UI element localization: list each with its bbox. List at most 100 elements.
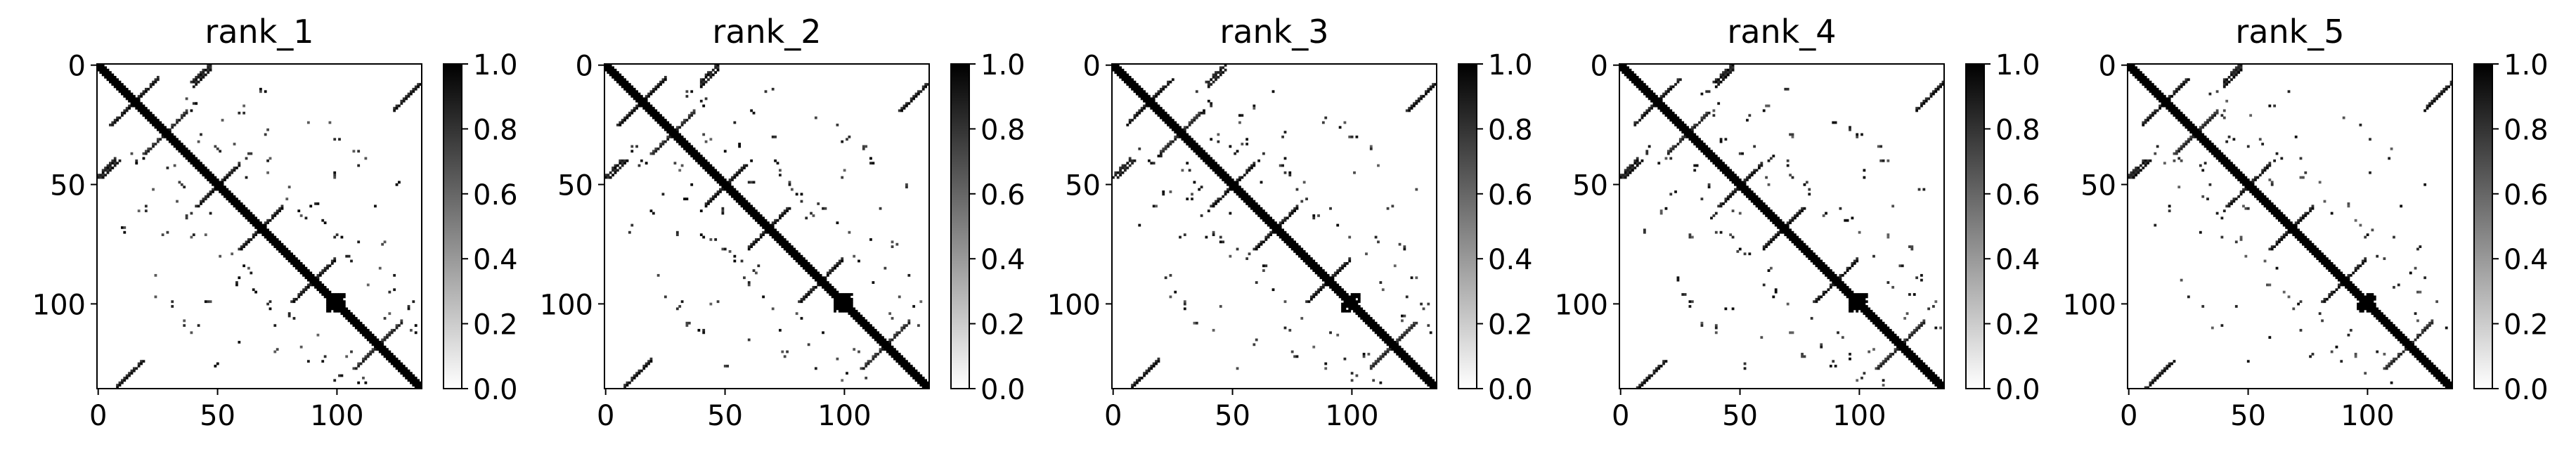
- heatmap-cell: [814, 276, 817, 280]
- heatmap-cell: [2206, 140, 2209, 143]
- heatmap-cell: [1901, 348, 1904, 351]
- heatmap-cell: [1939, 386, 1943, 389]
- heatmap-cell: [1666, 87, 1670, 91]
- heatmap-cell: [190, 109, 193, 112]
- heatmap-cell: [314, 283, 317, 287]
- heatmap-cell: [647, 111, 650, 115]
- heatmap-cell: [1403, 333, 1406, 337]
- heatmap-cell: [1700, 324, 1704, 327]
- heatmap-cell: [125, 109, 129, 112]
- heatmap-cell: [209, 174, 212, 177]
- heatmap-cell: [614, 169, 617, 172]
- heatmap-cell: [149, 111, 153, 115]
- heatmap-cell: [309, 271, 313, 275]
- heatmap-cell: [1360, 312, 1364, 316]
- heatmap-cell: [1169, 116, 1172, 119]
- heatmap-cell: [338, 295, 341, 299]
- heatmap-cell: [1724, 164, 1728, 167]
- heatmap-cell: [1714, 162, 1718, 165]
- heatmap-cell: [116, 80, 119, 84]
- heatmap-cell: [354, 324, 358, 327]
- heatmap-cell: [207, 193, 210, 196]
- heatmap-cell: [1770, 238, 1773, 241]
- heatmap-cell: [106, 73, 110, 77]
- heatmap-cell: [1262, 219, 1265, 222]
- heatmap-cell: [893, 348, 896, 351]
- heatmap-cell: [1856, 305, 1859, 308]
- heatmap-cell: [1425, 379, 1428, 382]
- heatmap-cell: [144, 152, 148, 155]
- heatmap-cell: [1369, 365, 1373, 368]
- heatmap-cell: [1803, 245, 1806, 248]
- heatmap-cell: [1191, 138, 1193, 141]
- heatmap-cell: [1331, 285, 1335, 289]
- heatmap-cell: [1219, 235, 1222, 239]
- heatmap-cell: [1343, 305, 1347, 308]
- heatmap-cell: [841, 297, 844, 301]
- heatmap-cell: [1162, 193, 1165, 196]
- heatmap-cell: [1355, 305, 1359, 308]
- heatmap-cell: [778, 235, 782, 239]
- heatmap-cell: [1169, 121, 1172, 124]
- axes-frame: [96, 63, 422, 389]
- heatmap-cell: [135, 159, 138, 162]
- heatmap-cell: [1798, 212, 1801, 215]
- heatmap-cell: [2239, 68, 2243, 72]
- heatmap-cell: [1145, 369, 1148, 372]
- heatmap-cell: [2220, 114, 2224, 117]
- heatmap-cell: [1636, 83, 1639, 86]
- heatmap-cell: [910, 97, 913, 100]
- heatmap-cell: [1171, 78, 1174, 82]
- heatmap-cell: [1822, 290, 1825, 294]
- heatmap-cell: [759, 221, 763, 225]
- heatmap-cell: [869, 360, 872, 363]
- heatmap-cell: [1851, 216, 1854, 220]
- heatmap-cell: [290, 261, 293, 265]
- heatmap-cell: [1210, 204, 1213, 208]
- heatmap-cell: [221, 193, 224, 196]
- heatmap-cell: [1903, 341, 1907, 344]
- heatmap-cell: [1669, 109, 1673, 112]
- heatmap-cell: [323, 221, 327, 225]
- heatmap-cell: [1360, 309, 1364, 313]
- heatmap-cell: [1191, 140, 1193, 143]
- heatmap-cell: [144, 204, 148, 208]
- heatmap-cell: [395, 326, 399, 330]
- heatmap-cell: [902, 326, 906, 330]
- heatmap-cell: [354, 367, 358, 370]
- heatmap-cell: [1241, 190, 1244, 193]
- heatmap-cell: [755, 240, 758, 244]
- heatmap-cell: [1193, 150, 1196, 153]
- heatmap-cell: [1329, 276, 1332, 280]
- heatmap-cell: [619, 123, 622, 126]
- heatmap-cell: [2199, 126, 2202, 129]
- heatmap-cell: [1286, 238, 1289, 241]
- heatmap-cell: [1243, 174, 1246, 177]
- heatmap-cell: [2258, 138, 2262, 141]
- heatmap-cell: [1222, 174, 1225, 177]
- heatmap-cell: [1669, 150, 1673, 153]
- heatmap-cell: [783, 238, 787, 241]
- heatmap-cell: [912, 377, 916, 379]
- heatmap-cell: [2166, 104, 2169, 108]
- heatmap-cell: [630, 145, 634, 148]
- heatmap-cell: [314, 278, 317, 282]
- heatmap-cell: [200, 71, 202, 74]
- heatmap-cell: [654, 150, 658, 153]
- heatmap-cell: [99, 71, 103, 74]
- heatmap-cell: [190, 331, 193, 335]
- heatmap-cell: [2187, 126, 2190, 129]
- heatmap-cell: [1143, 374, 1146, 377]
- heatmap-cell: [410, 92, 413, 96]
- heatmap-cell: [1191, 193, 1193, 196]
- heatmap-cell: [914, 372, 918, 375]
- heatmap-cell: [678, 135, 682, 138]
- heatmap-cell: [1374, 324, 1378, 327]
- heatmap-cell: [1417, 374, 1420, 377]
- heatmap-cell: [1829, 283, 1832, 287]
- heatmap-cell: [1413, 369, 1416, 372]
- heatmap-cell: [240, 204, 243, 208]
- heatmap-cell: [1135, 92, 1139, 96]
- colorbar-tick-label: 1.0: [473, 49, 518, 82]
- heatmap-cell: [1422, 374, 1425, 377]
